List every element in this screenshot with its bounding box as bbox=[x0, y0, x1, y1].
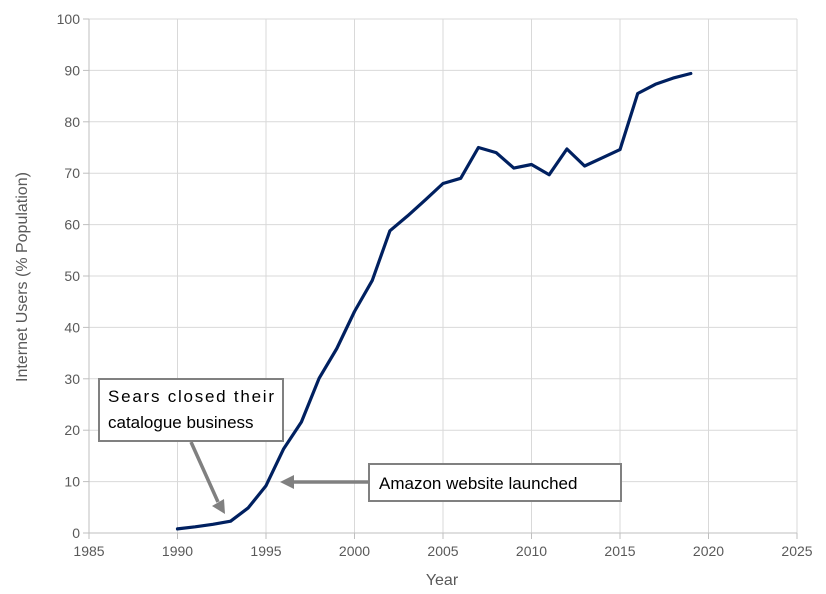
x-axis-title: Year bbox=[426, 572, 459, 589]
y-tick-label: 80 bbox=[64, 114, 80, 130]
x-tick-label: 2025 bbox=[781, 543, 812, 559]
annotation-sears-box bbox=[98, 378, 284, 442]
tick-labels: 0 10 20 30 40 50 60 70 80 90 100 1985 1990 1995 2000 20… bbox=[57, 11, 813, 559]
y-tick-label: 70 bbox=[64, 165, 80, 181]
x-tick-label: 2020 bbox=[693, 543, 724, 559]
annotation-sears-line-1: Sears closed their bbox=[108, 387, 274, 406]
y-tick-label: 50 bbox=[64, 268, 80, 284]
axes bbox=[83, 18, 798, 539]
x-tick-label: 2015 bbox=[604, 543, 635, 559]
annotation-amazon-line-1: Amazon website launched bbox=[379, 474, 577, 493]
x-tick-label: 2010 bbox=[516, 543, 547, 559]
x-tick-label: 1985 bbox=[73, 543, 104, 559]
x-tick-label: 2000 bbox=[339, 543, 370, 559]
y-tick-label: 0 bbox=[72, 525, 80, 541]
annotation-amazon-arrowhead bbox=[280, 475, 294, 489]
x-tick-label: 1995 bbox=[250, 543, 281, 559]
x-tick-label: 1990 bbox=[162, 543, 193, 559]
x-tick-label: 2005 bbox=[427, 543, 458, 559]
y-tick-label: 20 bbox=[64, 422, 80, 438]
annotation-sears: Sears closed their catalogue business bbox=[98, 378, 284, 514]
annotation-sears-arrow bbox=[189, 441, 220, 503]
y-tick-label: 10 bbox=[64, 474, 80, 490]
annotation-amazon-box bbox=[368, 463, 622, 502]
annotation-amazon: Amazon website launched bbox=[280, 463, 622, 502]
y-tick-label: 100 bbox=[57, 11, 81, 27]
grid bbox=[88, 18, 798, 534]
annotation-sears-arrowhead bbox=[212, 499, 225, 514]
y-tick-label: 60 bbox=[64, 217, 80, 233]
y-tick-label: 40 bbox=[64, 319, 80, 335]
y-tick-label: 90 bbox=[64, 62, 80, 78]
annotation-sears-line-2: catalogue business bbox=[108, 413, 254, 432]
y-axis-title: Internet Users (% Population) bbox=[14, 172, 31, 382]
y-tick-label: 30 bbox=[64, 371, 80, 387]
series-line bbox=[175, 71, 693, 531]
